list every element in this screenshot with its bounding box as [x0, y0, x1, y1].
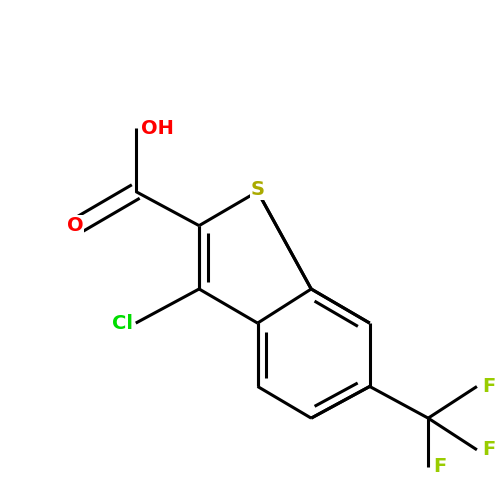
- Text: F: F: [482, 377, 495, 396]
- Text: OH: OH: [140, 118, 173, 138]
- Text: S: S: [250, 180, 264, 199]
- Text: Cl: Cl: [112, 314, 134, 332]
- Text: F: F: [433, 458, 446, 476]
- Text: O: O: [66, 216, 83, 235]
- Text: F: F: [482, 440, 495, 460]
